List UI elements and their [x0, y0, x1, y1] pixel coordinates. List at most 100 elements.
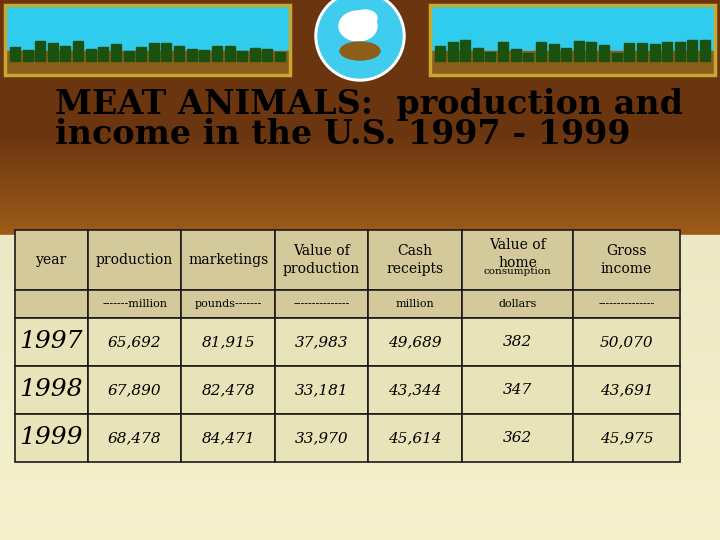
Bar: [0, 377, 720, 382]
Bar: [275, 230, 369, 290]
Bar: [0, 191, 720, 193]
Bar: [0, 265, 720, 271]
Bar: [0, 231, 720, 233]
Bar: [0, 143, 720, 145]
Bar: [462, 366, 573, 414]
Bar: [624, 43, 634, 61]
Bar: [700, 40, 710, 61]
Bar: [0, 356, 720, 362]
Bar: [0, 362, 720, 367]
Bar: [0, 255, 720, 260]
Bar: [88, 318, 181, 366]
Text: ---------------: ---------------: [598, 299, 654, 309]
Bar: [0, 250, 720, 255]
Bar: [0, 205, 720, 207]
Bar: [0, 214, 720, 217]
Text: million: million: [396, 299, 435, 309]
Bar: [0, 220, 720, 223]
Bar: [0, 291, 720, 296]
Bar: [510, 49, 521, 61]
Circle shape: [315, 0, 405, 81]
Bar: [0, 316, 720, 321]
Bar: [599, 45, 609, 61]
Bar: [0, 192, 720, 195]
Bar: [0, 202, 720, 205]
Bar: [15, 366, 88, 414]
Bar: [435, 46, 445, 61]
Bar: [430, 5, 715, 75]
Bar: [369, 230, 462, 290]
Bar: [369, 318, 462, 366]
Bar: [0, 138, 720, 141]
Bar: [0, 417, 720, 423]
Bar: [250, 48, 260, 61]
Bar: [10, 47, 20, 61]
Bar: [448, 42, 458, 61]
Bar: [0, 514, 720, 519]
Bar: [0, 159, 720, 161]
Bar: [237, 51, 247, 61]
Bar: [0, 151, 720, 153]
Bar: [88, 290, 181, 318]
Text: 33,181: 33,181: [295, 383, 348, 397]
Text: 1998: 1998: [19, 379, 83, 402]
Text: 382: 382: [503, 335, 532, 349]
Bar: [0, 331, 720, 336]
Bar: [0, 166, 720, 169]
Bar: [0, 177, 720, 179]
Bar: [0, 387, 720, 393]
Bar: [586, 42, 596, 61]
Bar: [0, 499, 720, 504]
Bar: [0, 234, 720, 240]
Bar: [275, 414, 369, 462]
Bar: [0, 474, 720, 479]
Bar: [15, 318, 88, 366]
Text: 49,689: 49,689: [388, 335, 442, 349]
Bar: [0, 183, 720, 185]
Bar: [573, 414, 680, 462]
Bar: [48, 43, 58, 61]
Bar: [0, 458, 720, 464]
Bar: [86, 49, 96, 61]
Bar: [181, 230, 275, 290]
Bar: [275, 318, 369, 366]
Bar: [0, 134, 720, 137]
Bar: [0, 504, 720, 510]
Text: 43,344: 43,344: [388, 383, 442, 397]
Text: Cash
receipts: Cash receipts: [387, 244, 444, 275]
Text: Gross
income: Gross income: [601, 244, 652, 275]
Bar: [199, 50, 210, 61]
Bar: [561, 48, 571, 61]
Bar: [136, 47, 146, 61]
Bar: [0, 341, 720, 347]
Bar: [0, 301, 720, 306]
Text: 84,471: 84,471: [202, 431, 255, 445]
Bar: [181, 414, 275, 462]
Bar: [7, 51, 288, 73]
Text: year: year: [36, 253, 67, 267]
Bar: [99, 47, 108, 61]
Bar: [0, 509, 720, 515]
Bar: [0, 211, 720, 213]
Bar: [0, 372, 720, 377]
Bar: [111, 44, 121, 61]
Bar: [0, 407, 720, 413]
Bar: [0, 310, 720, 316]
Bar: [0, 392, 720, 397]
Bar: [0, 326, 720, 332]
Bar: [573, 290, 680, 318]
Bar: [0, 206, 720, 209]
Bar: [0, 157, 720, 159]
Bar: [181, 366, 275, 414]
Bar: [5, 5, 290, 75]
Bar: [0, 285, 720, 291]
Bar: [15, 290, 88, 318]
Text: 45,975: 45,975: [600, 431, 653, 445]
Bar: [0, 194, 720, 197]
Bar: [124, 51, 134, 61]
Text: -------million: -------million: [102, 299, 167, 309]
Bar: [0, 208, 720, 211]
Bar: [369, 414, 462, 462]
Text: 81,915: 81,915: [202, 335, 255, 349]
Bar: [0, 433, 720, 438]
